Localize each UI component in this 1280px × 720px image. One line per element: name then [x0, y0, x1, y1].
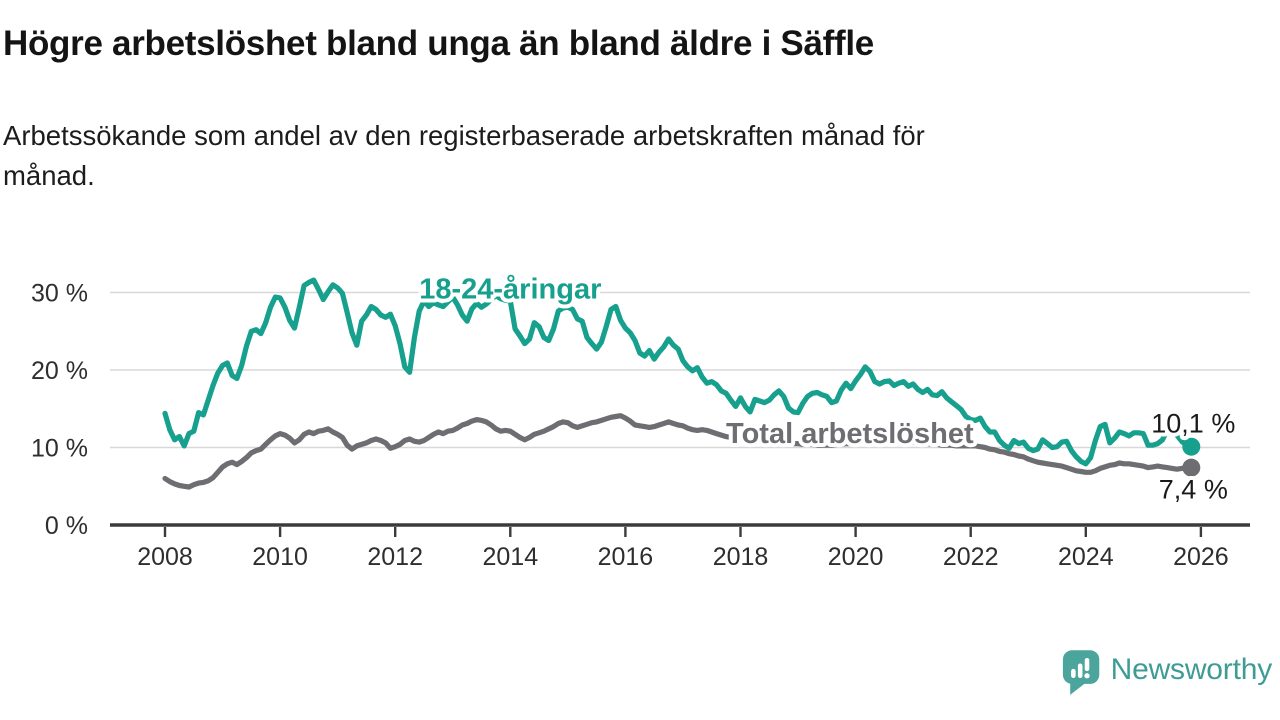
- axes: 0 % 10 % 20 % 30 % 2008 2010 2012 2014 2016 2018 2…: [31, 280, 1250, 571]
- series-label-Total arbetslöshet: Total arbetslöshet: [726, 418, 974, 450]
- series-lines: [162, 277, 1194, 490]
- chart-subtitle: Arbetssökande som andel av den registerb…: [3, 116, 925, 196]
- subtitle-line-2: månad.: [3, 160, 95, 191]
- x-tick-label-2022: 2022: [943, 543, 999, 571]
- newsworthy-logo-icon: [1062, 650, 1099, 695]
- x-tick-label-2008: 2008: [137, 543, 193, 571]
- subtitle-line-1: Arbetssökande som andel av den registerb…: [3, 120, 925, 151]
- series-line-18-24-åringar: [162, 277, 1194, 467]
- logo-bar-tall: [1077, 663, 1083, 678]
- newsworthy-wordmark: Newsworthy: [1110, 653, 1273, 686]
- end-dot-18-24-åringar: [1182, 437, 1201, 456]
- y-tick-label-0: 0 %: [45, 512, 88, 540]
- logo-bar-small: [1070, 668, 1076, 678]
- logo-bubble-tail: [1069, 678, 1087, 695]
- y-tick-label-20: 20 %: [31, 357, 88, 385]
- chart-labels: Total arbetslöshet 7,4 % 18-24-åringar 10,1…: [415, 270, 1239, 509]
- newsworthy-logo: Newsworthy: [1062, 648, 1272, 698]
- series-line-Total arbetslöshet: [162, 413, 1194, 490]
- x-tick-label-2024: 2024: [1058, 543, 1114, 571]
- page-title: Högre arbetslöshet bland unga än bland ä…: [3, 24, 874, 63]
- x-tick-label-2020: 2020: [828, 543, 884, 571]
- x-tick-label-2026: 2026: [1173, 543, 1229, 571]
- logo-exclamation-bar: [1084, 658, 1089, 672]
- y-tick-label-30: 30 %: [31, 280, 88, 308]
- x-tick-label-2016: 2016: [598, 543, 654, 571]
- y-tick-label-10: 10 %: [31, 435, 88, 463]
- end-value-label-Total arbetslöshet: 7,4 %: [1159, 475, 1228, 505]
- x-tick-label-2018: 2018: [713, 543, 769, 571]
- x-tick-label-2014: 2014: [482, 543, 538, 571]
- end-value-label-18-24-åringar: 10,1 %: [1151, 409, 1235, 439]
- end-dot-Total arbetslöshet: [1182, 458, 1201, 477]
- x-tick-label-2012: 2012: [367, 543, 423, 571]
- logo-exclamation-dot: [1083, 673, 1090, 679]
- series-label-18-24-åringar: 18-24-åringar: [419, 274, 601, 306]
- end-dots: [1182, 437, 1201, 477]
- x-tick-label-2010: 2010: [252, 543, 308, 571]
